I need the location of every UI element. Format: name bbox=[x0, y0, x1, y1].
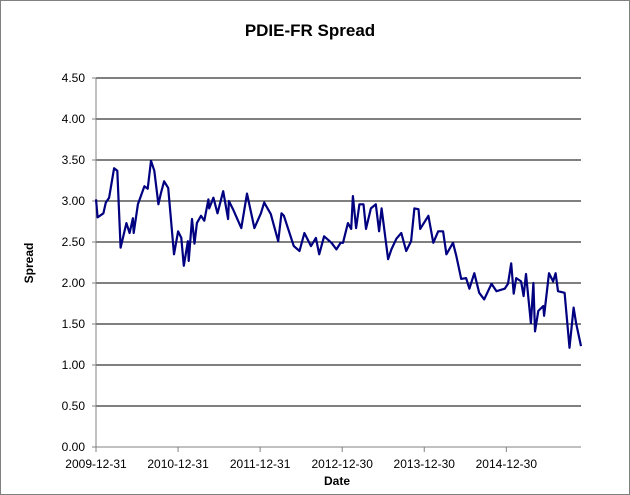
x-tick-label: 2012-12-30 bbox=[311, 457, 373, 471]
x-tick-label: 2009-12-31 bbox=[65, 457, 127, 471]
y-tick-label: 1.50 bbox=[62, 317, 86, 331]
y-axis-label: Spread bbox=[22, 243, 36, 284]
x-tick-label: 2013-12-30 bbox=[394, 457, 456, 471]
y-tick-label: 2.00 bbox=[62, 276, 86, 290]
y-tick-label: 4.50 bbox=[62, 71, 86, 85]
y-tick-label: 3.00 bbox=[62, 194, 86, 208]
y-tick-label: 0.50 bbox=[62, 399, 86, 413]
x-tick-label: 2014-12-30 bbox=[476, 457, 538, 471]
y-tick-label: 1.00 bbox=[62, 358, 86, 372]
y-tick-label: 2.50 bbox=[62, 235, 86, 249]
y-tick-label: 0.00 bbox=[62, 440, 86, 454]
x-axis-label: Date bbox=[324, 474, 350, 488]
y-tick-label: 4.00 bbox=[62, 112, 86, 126]
chart-title: PDIE-FR Spread bbox=[245, 21, 375, 40]
x-tick-label: 2010-12-31 bbox=[147, 457, 209, 471]
y-tick-label: 3.50 bbox=[62, 153, 86, 167]
series-line bbox=[94, 159, 583, 349]
x-tick-label: 2011-12-31 bbox=[230, 457, 291, 471]
